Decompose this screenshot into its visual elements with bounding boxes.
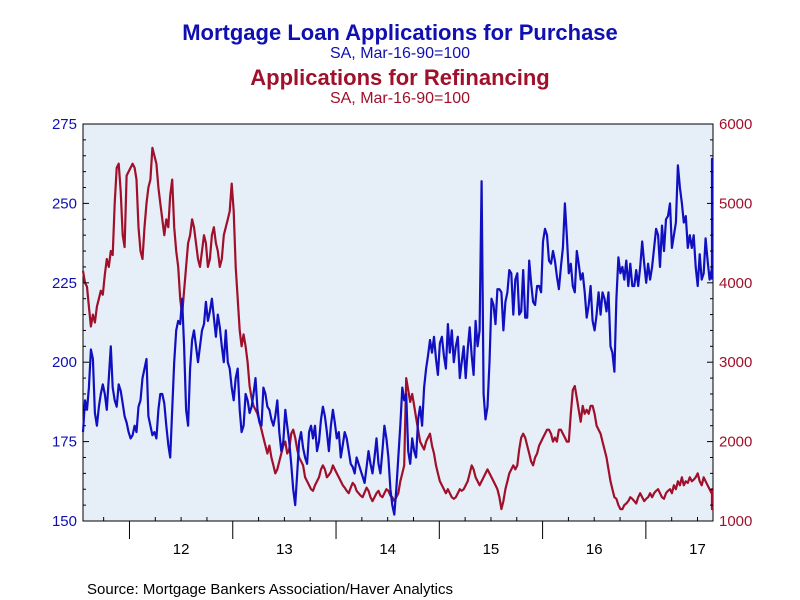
y-left-tick-label: 250 [52, 195, 77, 212]
chart-title-refinancing: Applications for Refinancing [250, 65, 549, 90]
chart-title: Mortgage Loan Applications for Purchase [182, 20, 618, 45]
x-tick-label: 13 [276, 541, 293, 558]
y-right-tick-label: 3000 [719, 354, 752, 371]
y-left-tick-label: 175 [52, 434, 77, 451]
x-tick-label: 14 [379, 541, 396, 558]
chart-subtitle: SA, Mar-16-90=100 [330, 45, 470, 62]
y-right-tick-label: 6000 [719, 116, 752, 133]
y-left-tick-label: 150 [52, 513, 77, 530]
y-right-tick-label: 2000 [719, 434, 752, 451]
x-tick-label: 12 [173, 541, 190, 558]
y-right-tick-label: 4000 [719, 275, 752, 292]
y-left-tick-label: 275 [52, 116, 77, 133]
x-tick-label: 16 [586, 541, 603, 558]
chart-subtitle-refinancing: SA, Mar-16-90=100 [330, 90, 470, 107]
series-line-purchase [81, 157, 714, 516]
y-left-tick-label: 200 [52, 354, 77, 371]
source-note: Source: Mortgage Bankers Association/Hav… [87, 581, 453, 598]
x-tick-label: 15 [483, 541, 500, 558]
x-tick-label: 17 [689, 541, 706, 558]
y-right-tick-label: 1000 [719, 513, 752, 530]
y-right-tick-label: 5000 [719, 195, 752, 212]
y-left-tick-label: 225 [52, 275, 77, 292]
